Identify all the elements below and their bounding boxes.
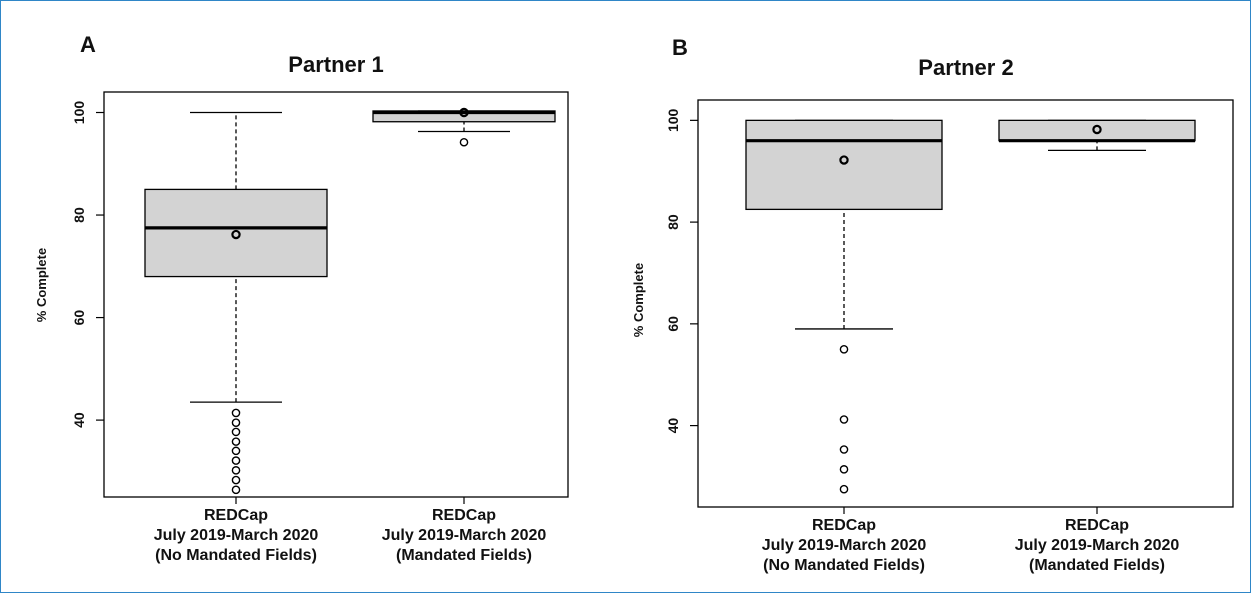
panel-a-y-tick-label: 60 — [71, 310, 87, 326]
panel-b-label: B — [672, 35, 688, 60]
panel-a-box-1-outlier — [231, 456, 241, 465]
panel-b-box-2-iqr — [998, 119, 1196, 142]
panel-a-category-label: (No Mandated Fields) — [155, 547, 317, 564]
panel-a-y-tick-label: 80 — [71, 207, 87, 223]
panel-a-box-1-outlier — [231, 475, 241, 485]
panel-a-category-label: REDCap — [204, 507, 268, 524]
panel-b-box-2-mean-marker — [1092, 124, 1102, 135]
panel-a-box-1-outlier — [231, 418, 241, 427]
panel-a-title: Partner 1 — [288, 52, 383, 77]
panel-a-box-1-outlier — [231, 485, 241, 495]
panel-b-plot-area — [697, 99, 1234, 508]
panel-b-box-1-outlier — [839, 344, 849, 354]
panel-a-box-1-mean-marker — [231, 229, 241, 240]
panel-b-category-label: (Mandated Fields) — [1029, 557, 1165, 574]
panel-a-plot-area — [103, 91, 569, 498]
panel-b-box-1-outlier — [839, 484, 849, 494]
panel-b-category-label: REDCap — [1065, 517, 1129, 534]
panel-b-category-label: July 2019-March 2020 — [762, 537, 927, 554]
panel-b-y-axis-label: % Complete — [631, 263, 646, 337]
panel-a-box-1-outlier — [231, 408, 241, 418]
panel-a-box-1-outlier — [231, 466, 241, 475]
panel-b-y-tick-label: 40 — [665, 418, 681, 434]
panel-b-y-tick-label: 80 — [665, 214, 681, 230]
panel-a-label: A — [80, 32, 96, 57]
panel-a-box-1-outlier — [231, 437, 241, 446]
panel-a-y-tick-label: 40 — [71, 412, 87, 428]
panel-a-box-1-outlier — [231, 446, 241, 456]
panel-a-box-2-mean-marker — [459, 107, 469, 118]
panel-a-box-1-outlier — [231, 427, 241, 437]
panel-b-y-tick-label: 100 — [665, 108, 681, 132]
panel-a-box-1-iqr — [144, 188, 328, 278]
panel-a-y-tick-label: 100 — [71, 101, 87, 125]
panel-a-category-label: REDCap — [432, 507, 496, 524]
panel-a-y-axis-label: % Complete — [34, 248, 49, 322]
panel-b-box-1-outlier — [839, 445, 849, 454]
panel-b-box-1-outlier — [839, 465, 849, 474]
panel-a-category-label: July 2019-March 2020 — [382, 527, 547, 544]
panel-a-category-label: July 2019-March 2020 — [154, 527, 319, 544]
panel-b-y-tick-label: 60 — [665, 316, 681, 332]
panel-b-box-1-outlier — [839, 415, 849, 424]
panel-b-category-label: REDCap — [812, 517, 876, 534]
panel-b-box-1-mean-marker — [839, 155, 849, 165]
panel-b-category-label: July 2019-March 2020 — [1015, 537, 1180, 554]
panel-a-category-label: (Mandated Fields) — [396, 547, 532, 564]
panel-b-category-label: (No Mandated Fields) — [763, 557, 925, 574]
panel-b-box-1-iqr — [745, 119, 943, 211]
panel-a-box-2-outlier — [459, 137, 469, 147]
panel-b-title: Partner 2 — [918, 55, 1013, 80]
